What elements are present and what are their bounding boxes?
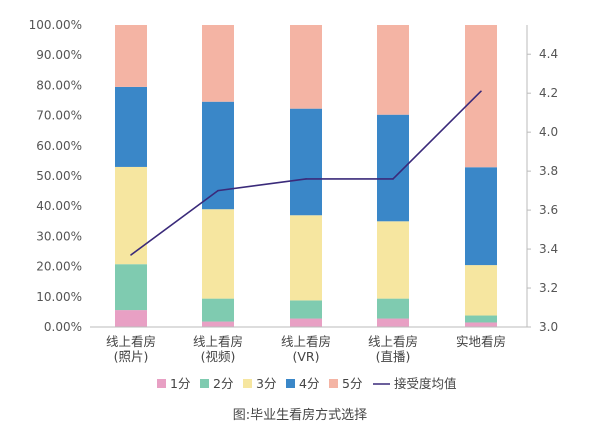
bar-segment	[377, 221, 409, 299]
right-tick-label: 4.2	[539, 86, 558, 100]
category-label: (直播)	[376, 349, 411, 364]
left-tick-label: 70.00%	[36, 109, 82, 123]
left-tick-label: 80.00%	[36, 78, 82, 92]
bar-segment	[465, 315, 497, 323]
bar-segment	[202, 209, 234, 299]
right-y-axis: 3.0 3.2 3.4 3.6 3.8 4.0 4.2 4.4	[526, 25, 558, 334]
right-tick-label: 3.4	[539, 242, 558, 256]
bar-segment	[377, 298, 409, 319]
bar-area	[90, 25, 527, 328]
category-label: (视频)	[201, 349, 236, 364]
legend-label: 1分	[170, 376, 190, 391]
legend-swatch	[200, 379, 209, 388]
bar-segment	[202, 298, 234, 322]
bar-segment	[377, 25, 409, 115]
right-tick-label: 3.0	[539, 320, 558, 334]
legend-label: 2分	[213, 376, 233, 391]
line-point	[305, 178, 307, 180]
line-point	[130, 254, 132, 256]
left-tick-label: 30.00%	[36, 229, 82, 243]
left-tick-label: 10.00%	[36, 290, 82, 304]
bar-segment	[465, 25, 497, 168]
bar-segment	[465, 167, 497, 266]
category-label: 线上看房	[368, 334, 418, 349]
left-tick-label: 20.00%	[36, 260, 82, 274]
bar-segment	[202, 321, 234, 327]
bar-segment	[115, 86, 147, 167]
bar-segment	[202, 25, 234, 102]
bar-segment	[290, 25, 322, 109]
legend-label: 接受度均值	[394, 376, 457, 391]
bar-segment	[290, 215, 322, 301]
x-axis-labels: 线上看房(照片)线上看房(视频)线上看房(VR)线上看房(直播)实地看房	[106, 334, 506, 364]
left-tick-label: 60.00%	[36, 139, 82, 153]
line-area	[130, 90, 482, 256]
right-tick-label: 3.8	[539, 164, 558, 178]
chart-caption: 图:毕业生看房方式选择	[233, 407, 367, 423]
line-point	[480, 90, 482, 93]
bar-segment	[290, 300, 322, 319]
category-label: (照片)	[114, 349, 149, 364]
legend-swatch	[243, 379, 252, 388]
bar-segment	[115, 25, 147, 87]
left-tick-label: 0.00%	[44, 320, 82, 334]
legend-swatch	[157, 379, 166, 388]
bar-segment	[115, 264, 147, 311]
bar-segment	[290, 318, 322, 327]
right-tick-label: 3.2	[539, 281, 558, 295]
category-label: 线上看房	[193, 334, 243, 349]
left-tick-label: 40.00%	[36, 199, 82, 213]
category-label: 线上看房	[106, 334, 156, 349]
legend-label: 5分	[342, 376, 362, 391]
legend: 1分 2分 3分 4分 5分 接受度均值	[157, 376, 457, 391]
legend-swatch	[286, 379, 295, 388]
bar-segment	[465, 322, 497, 327]
bar-segment	[115, 166, 147, 265]
right-tick-label: 4.4	[539, 47, 558, 61]
bar-segment	[465, 265, 497, 316]
legend-swatch	[329, 379, 338, 388]
right-tick-label: 3.6	[539, 203, 558, 217]
bar-segment	[290, 108, 322, 216]
left-y-axis: 0.00% 10.00% 20.00% 30.00% 40.00% 50.00% 60.00…	[29, 18, 82, 334]
bar-segment	[115, 310, 147, 327]
line-point	[217, 189, 219, 192]
bar-segment	[377, 318, 409, 327]
left-tick-label: 90.00%	[36, 48, 82, 62]
bar-segment	[202, 101, 234, 210]
line-point	[392, 178, 394, 180]
category-label: 实地看房	[456, 334, 506, 349]
right-tick-label: 4.0	[539, 125, 558, 139]
left-tick-label: 100.00%	[29, 18, 82, 32]
left-tick-label: 50.00%	[36, 169, 82, 183]
category-label: 线上看房	[281, 334, 331, 349]
category-label: (VR)	[293, 349, 320, 364]
legend-label: 3分	[256, 376, 276, 391]
legend-label: 4分	[299, 376, 319, 391]
